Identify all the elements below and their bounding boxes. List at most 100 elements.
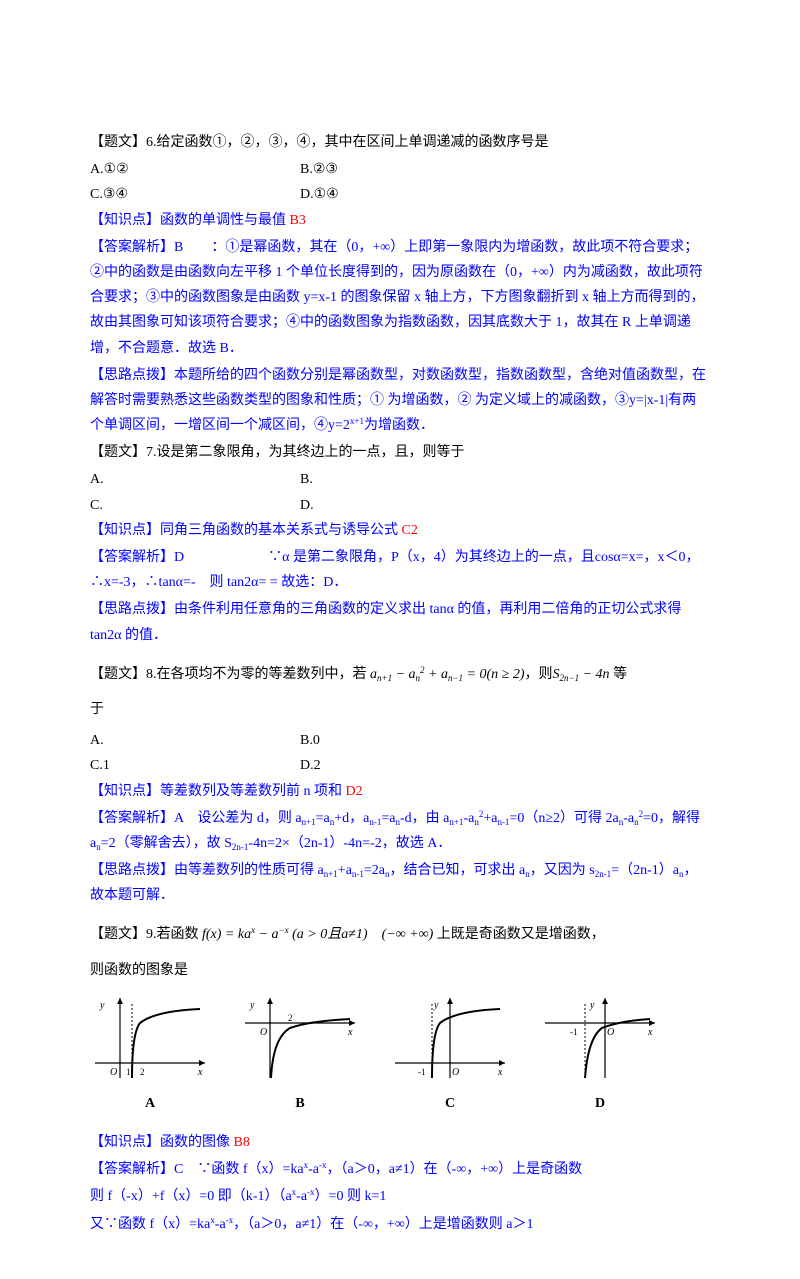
- q9-tag: 【知识点】函数的图像 B8: [90, 1130, 710, 1155]
- q6-opt-a: A.①②: [90, 157, 300, 182]
- t: -a: [296, 1189, 307, 1204]
- q6-hint-label: 【思路点拨】: [90, 368, 174, 383]
- q9-title-b: 上既是奇函数又是增函数，: [433, 927, 605, 942]
- svg-text:y: y: [589, 1000, 595, 1011]
- q8-tag-text: 【知识点】等差数列及等差数列前 n 项和: [90, 784, 346, 799]
- q6-opts-row2: C.③④ D.①④: [90, 182, 710, 207]
- t: ）=0 则 k=1: [315, 1189, 387, 1204]
- q7-hint-label: 【思路点拨】: [90, 602, 174, 617]
- svg-text:O: O: [607, 1027, 614, 1038]
- svg-text:1: 1: [126, 1067, 131, 1077]
- q8-formula2: S2n−1 − 4n: [553, 667, 610, 682]
- graph-options: y x O 1 2 A y x O 2 B y: [90, 993, 710, 1116]
- q8-ans-label: 【答案解析】A: [90, 811, 197, 826]
- svg-text:2: 2: [288, 1013, 293, 1023]
- svg-text:O: O: [260, 1027, 267, 1038]
- t: =2（零解舍去），故 S: [101, 836, 232, 851]
- q8-title-c: 等: [610, 667, 628, 682]
- q8-tag: 【知识点】等差数列及等差数列前 n 项和 D2: [90, 779, 710, 804]
- q8-opt-b: B.0: [300, 728, 710, 753]
- q8-formula: an+1 − an2 + an−1 = 0(n ≥ 2): [370, 667, 525, 682]
- q8-title-a: 【题文】8.在各项均不为零的等差数列中，若: [90, 667, 370, 682]
- q9-ans-label: 【答案解析】C: [90, 1162, 197, 1177]
- q7-tag: 【知识点】同角三角函数的基本关系式与诱导公式 C2: [90, 518, 710, 543]
- q9-tag-code: B8: [234, 1135, 250, 1150]
- q6-opt-c: C.③④: [90, 182, 300, 207]
- t: =2a: [364, 863, 385, 878]
- q8-hint-label: 【思路点拨】: [90, 863, 174, 878]
- q8-opt-d: D.2: [300, 753, 710, 778]
- q6-tag-code: B3: [290, 213, 306, 228]
- svg-text:-1: -1: [418, 1067, 426, 1077]
- q8-answer: 【答案解析】A 设公差为 d，则 an+1=an+d，an-1=an-d，由 a…: [90, 806, 710, 856]
- t: +a: [483, 811, 497, 826]
- q6-opts-row1: A.①② B.②③: [90, 157, 710, 182]
- t: =a: [381, 811, 395, 826]
- q7-opt-d: D.: [300, 493, 710, 518]
- svg-text:y: y: [433, 1000, 439, 1011]
- q8-opt-a: A.: [90, 728, 300, 753]
- t: ，（a＞0，a≠1）在（-∞，+∞）上是奇函数: [327, 1162, 583, 1177]
- t: =0（n≥2）可得 2a: [509, 811, 618, 826]
- q6-opt-b: B.②③: [300, 157, 710, 182]
- q8-opt-c: C.1: [90, 753, 300, 778]
- svg-text:y: y: [249, 1000, 255, 1011]
- q7-opt-b: B.: [300, 467, 710, 492]
- q6-opt-d: D.①④: [300, 182, 710, 207]
- t: +a: [338, 863, 352, 878]
- q6-hint-tail: 为增函数．: [364, 418, 434, 433]
- graph-b: y x O 2 B: [240, 993, 360, 1116]
- t: 设公差为 d，则 a: [197, 811, 301, 826]
- q6-title: 【题文】6.给定函数①，②，③，④，其中在区间上单调递减的函数序号是: [90, 130, 710, 155]
- t: -a: [308, 1162, 319, 1177]
- svg-text:x: x: [497, 1067, 503, 1078]
- graph-d: y x O -1 D: [540, 993, 660, 1116]
- q6-hint-sup: x+1: [350, 416, 364, 426]
- q8-title: 【题文】8.在各项均不为零的等差数列中，若 an+1 − an2 + an−1 …: [90, 662, 710, 687]
- q9-title1: 【题文】9.若函数 f(x) = kax − a−x (a > 0且a≠1) (…: [90, 922, 710, 947]
- svg-text:x: x: [347, 1027, 353, 1038]
- graph-b-label: B: [295, 1091, 304, 1116]
- q7-title: 【题文】7.设是第二象限角，为其终边上的一点，且，则等于: [90, 440, 710, 465]
- svg-text:x: x: [647, 1027, 653, 1038]
- svg-text:2: 2: [140, 1067, 145, 1077]
- t: -a: [215, 1217, 226, 1232]
- q9-title-a: 【题文】9.若函数: [90, 927, 202, 942]
- q7-opt-c: C.: [90, 493, 300, 518]
- q8-tag-code: D2: [346, 784, 363, 799]
- q7-hint-body: 由条件利用任意角的三角函数的定义求出 tanα 的值，再利用二倍角的正切公式求得…: [90, 602, 681, 642]
- t: 又∵函数 f（x）=ka: [90, 1217, 210, 1232]
- q6-hint: 【思路点拨】本题所给的四个函数分别是幂函数型，对数函数型，指数函数型，含绝对值函…: [90, 363, 710, 439]
- t: =（2n-1）a: [611, 863, 679, 878]
- q6-ans-body: ：①是幂函数，其在（0，+∞）上即第一象限内为增函数，故此项不符合要求；②中的函…: [90, 240, 705, 356]
- q9-formula: f(x) = kax − a−x (a > 0且a≠1) (−∞ +∞): [202, 927, 433, 942]
- q9-answer1: 【答案解析】C ∵函数 f（x）=kax-a-x，（a＞0，a≠1）在（-∞，+…: [90, 1157, 710, 1182]
- q9-answer3: 又∵函数 f（x）=kax-a-x，（a＞0，a≠1）在（-∞，+∞）上是增函数…: [90, 1212, 710, 1237]
- graph-c: y x O -1 C: [390, 993, 510, 1116]
- q7-opts-row1: A. B.: [90, 467, 710, 492]
- q6-tag-text: 【知识点】函数的单调性与最值: [90, 213, 290, 228]
- q8-hint: 【思路点拨】由等差数列的性质可得 an+1+an-1=2an，结合已知，可求出 …: [90, 858, 710, 908]
- t: -4n=2×（2n-1）-4n=-2，故选 A．: [248, 836, 451, 851]
- q6-tag: 【知识点】函数的单调性与最值 B3: [90, 208, 710, 233]
- graph-a: y x O 1 2 A: [90, 993, 210, 1116]
- q9-answer2: 则 f（-x）+f（x）=0 即（k-1）（ax-a-x）=0 则 k=1: [90, 1184, 710, 1209]
- t: +d，a: [334, 811, 369, 826]
- q6-ans-label: 【答案解析】B: [90, 240, 211, 255]
- q7-opts-row2: C. D.: [90, 493, 710, 518]
- q7-tag-code: C2: [402, 523, 418, 538]
- t: 由等差数列的性质可得 a: [174, 863, 324, 878]
- q8-title-b: ，则: [525, 667, 553, 682]
- q7-hint: 【思路点拨】由条件利用任意角的三角函数的定义求出 tanα 的值，再利用二倍角的…: [90, 597, 710, 647]
- t: -d，由 a: [400, 811, 449, 826]
- graph-d-label: D: [595, 1091, 605, 1116]
- t: ，（a＞0，a≠1）在（-∞，+∞）上是增函数则 a＞1: [233, 1217, 533, 1232]
- graph-a-label: A: [145, 1091, 155, 1116]
- t: -a: [463, 811, 474, 826]
- graph-c-label: C: [445, 1091, 455, 1116]
- q6-answer: 【答案解析】B ：①是幂函数，其在（0，+∞）上即第一象限内为增函数，故此项不符…: [90, 235, 710, 361]
- q8-opts-row2: C.1 D.2: [90, 753, 710, 778]
- q7-ans-label: 【答案解析】D: [90, 550, 268, 565]
- t: -a: [623, 811, 634, 826]
- q8-title-d: 于: [90, 697, 710, 722]
